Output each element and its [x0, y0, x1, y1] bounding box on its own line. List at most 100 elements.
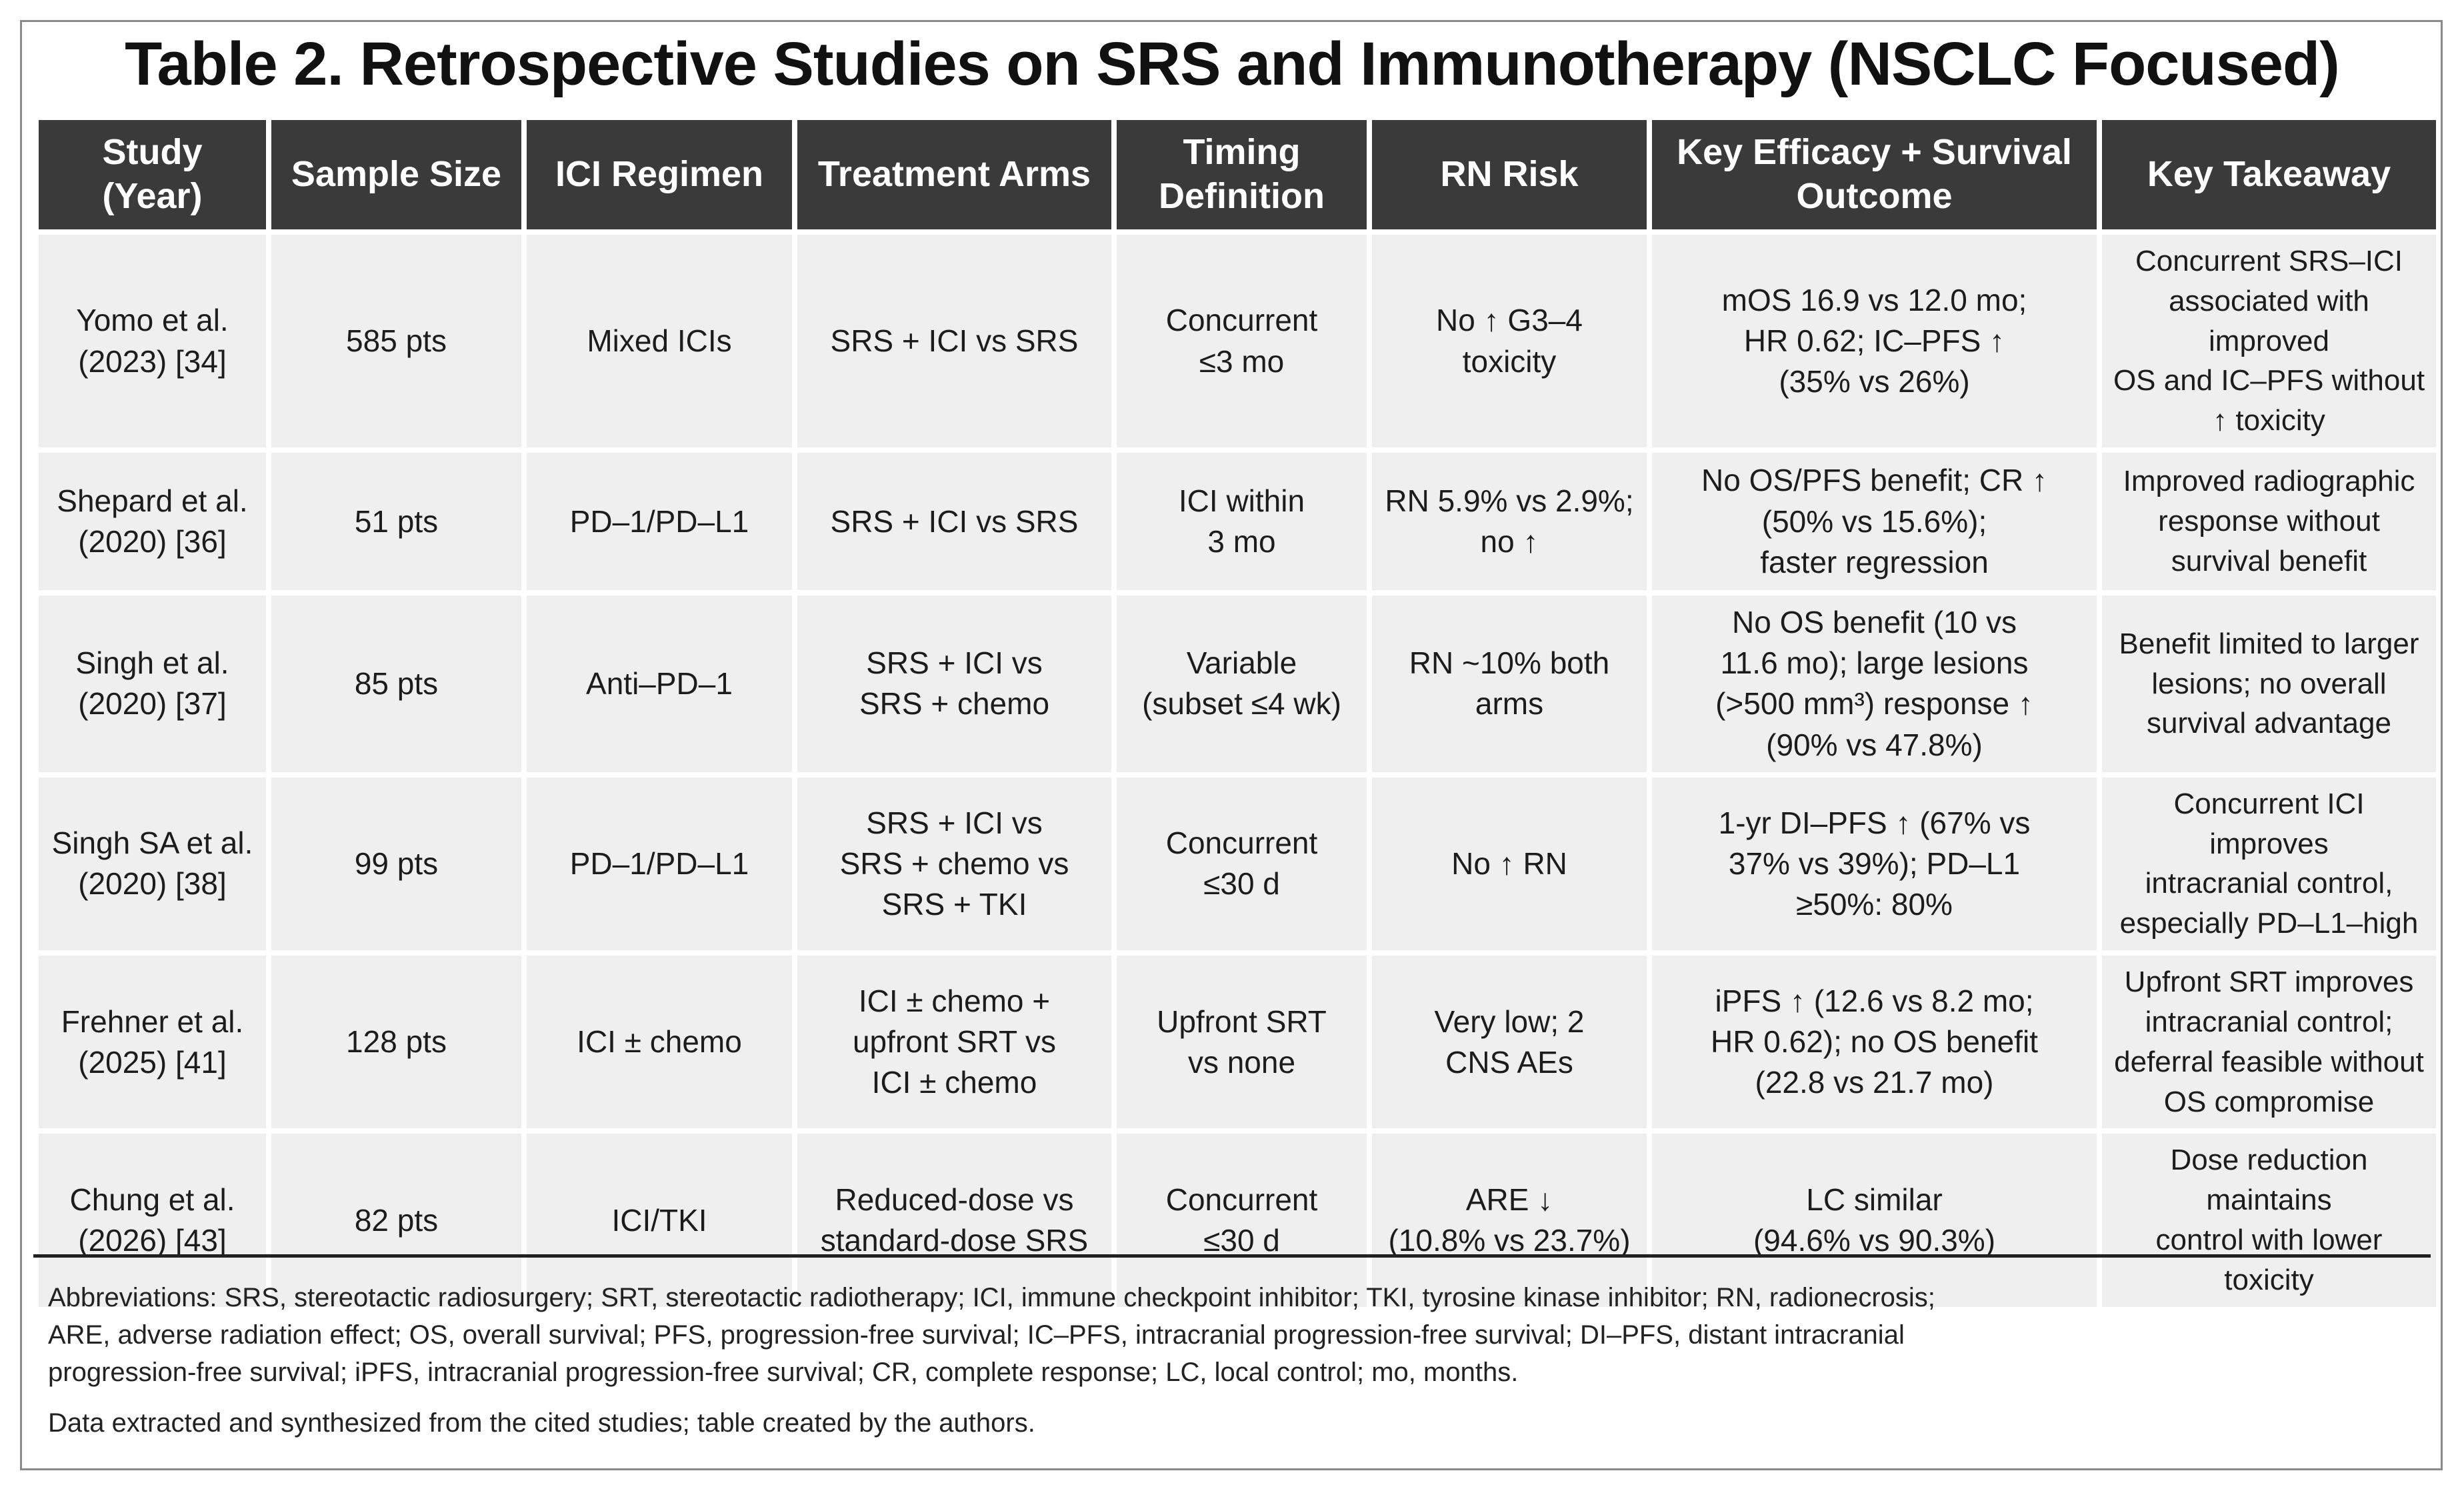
table-row: Frehner et al. (2025) [41] 128 pts ICI ± ch… [39, 956, 2436, 1129]
cell-text-line: SRS + TKI [881, 887, 1027, 922]
cell-text-line: ARE ↓ [1465, 1182, 1553, 1217]
cell-text-line: Upfront SRT [1157, 1004, 1327, 1039]
cell-text-line: (2020) [36] [78, 524, 227, 559]
cell-text-line: 1-yr DI–PFS ↑ (67% vs [1718, 805, 2031, 840]
cell-text-line: Concurrent SRS–ICI [2135, 245, 2403, 277]
cell-text-line: response without [2158, 505, 2380, 538]
cell-text-line: SRS + ICI vs [866, 805, 1043, 840]
cell-text-line: associated with improved [2169, 284, 2369, 357]
cell-text-line: Singh et al. [75, 645, 229, 681]
cell-text-line: Upfront SRT improves [2124, 966, 2414, 999]
sample-size-cell: 128 pts [271, 956, 521, 1129]
cell-text-line: HR 0.62); no OS benefit [1711, 1024, 2038, 1060]
cell-text-line: Concurrent [1165, 826, 1318, 861]
cell-text-line: SRS + ICI vs SRS [830, 503, 1079, 539]
cell-text-line: Frehner et al. [61, 1004, 244, 1039]
timing-cell: ICI within 3 mo [1117, 453, 1367, 591]
sample-size-cell: 85 pts [271, 595, 521, 772]
study-cell: Frehner et al. (2025) [41] [39, 956, 266, 1129]
cell-text-line: ≥50%: 80% [1796, 887, 1953, 922]
cell-text-line: No OS/PFS benefit; CR ↑ [1701, 463, 2047, 498]
cell-text-line: SRS + chemo vs [839, 846, 1069, 881]
study-cell: Yomo et al. (2023) [34] [39, 235, 266, 448]
sample-size-cell: 51 pts [271, 453, 521, 591]
efficacy-outcome-cell: No OS/PFS benefit; CR ↑ (50% vs 15.6%); fa… [1652, 453, 2097, 591]
efficacy-outcome-cell: iPFS ↑ (12.6 vs 8.2 mo; HR 0.62); no OS b… [1652, 956, 2097, 1129]
header-treatment-arms: Treatment Arms [797, 120, 1111, 229]
treatment-arms-cell: SRS + ICI vs SRS [797, 235, 1111, 448]
cell-text-line: iPFS ↑ (12.6 vs 8.2 mo; [1715, 984, 2034, 1019]
cell-text-line: Singh SA et al. [51, 826, 253, 861]
ici-regimen-cell: Anti–PD–1 [527, 595, 792, 772]
cell-text-line: SRS + ICI vs [866, 645, 1043, 681]
table-footnotes: Abbreviations: SRS, stereotactic radiosu… [48, 1279, 2421, 1442]
cell-text-line: Concurrent [1165, 1182, 1318, 1217]
table-row: Singh SA et al. (2020) [38] 99 pts PD–1/PD–… [39, 777, 2436, 951]
cell-text-line: (10.8% vs 23.7%) [1388, 1223, 1631, 1258]
cell-text-line: OS compromise [2163, 1085, 2375, 1118]
cell-text-line: survival advantage [2147, 707, 2391, 740]
efficacy-outcome-cell: 1-yr DI–PFS ↑ (67% vs 37% vs 39%); PD–L1 ≥… [1652, 777, 2097, 951]
cell-text-line: (35% vs 26%) [1779, 364, 1970, 399]
cell-text-line: SRS + chemo [859, 686, 1050, 721]
rn-risk-cell: No ↑ RN [1372, 777, 1647, 951]
treatment-arms-cell: Reduced-dose vs standard-dose SRS [797, 1134, 1111, 1307]
timing-cell: Upfront SRT vs none [1117, 956, 1367, 1129]
cell-text-line: No ↑ RN [1451, 846, 1567, 881]
takeaway-cell: Improved radiographic response without sur… [2102, 453, 2436, 591]
cell-text-line: 85 pts [354, 665, 439, 701]
cell-text-line: ≤30 d [1203, 1223, 1280, 1258]
cell-text-line: intracranial control, [2145, 867, 2393, 900]
cell-text-line: Variable [1186, 645, 1297, 681]
cell-text-line: ↑ toxicity [2213, 404, 2325, 437]
cell-text-line: deferral feasible without [2114, 1045, 2424, 1078]
cell-text-line: 128 pts [346, 1024, 447, 1060]
study-cell: Singh SA et al. (2020) [38] [39, 777, 266, 951]
cell-text-line: 585 pts [346, 323, 447, 358]
cell-text-line: RN 5.9% vs 2.9%; [1385, 483, 1634, 518]
takeaway-cell: Concurrent ICI improves intracranial cont… [2102, 777, 2436, 951]
cell-text-line: 37% vs 39%); PD–L1 [1728, 846, 2021, 881]
rn-risk-cell: ARE ↓ (10.8% vs 23.7%) [1372, 1134, 1647, 1307]
treatment-arms-cell: ICI ± chemo + upfront SRT vs ICI ± chemo [797, 956, 1111, 1129]
takeaway-cell: Concurrent SRS–ICI associated with improv… [2102, 235, 2436, 448]
cell-text-line: (2026) [43] [78, 1223, 227, 1258]
takeaway-cell: Upfront SRT improves intracranial control… [2102, 956, 2436, 1129]
header-timing-definition: Timing Definition [1117, 120, 1367, 229]
cell-text-line: Dose reduction maintains [2170, 1144, 2368, 1217]
sample-size-cell: 82 pts [271, 1134, 521, 1307]
timing-cell: Concurrent ≤30 d [1117, 1134, 1367, 1307]
cell-text-line: faster regression [1760, 544, 1989, 579]
cell-text-line: 99 pts [354, 846, 439, 881]
cell-text-line: Shepard et al. [57, 483, 248, 518]
cell-text-line: 51 pts [354, 503, 439, 539]
timing-cell: Concurrent ≤3 mo [1117, 235, 1367, 448]
cell-text-line: ICI within [1178, 483, 1305, 518]
rn-risk-cell: Very low; 2 CNS AEs [1372, 956, 1647, 1129]
header-sample-size: Sample Size [271, 120, 521, 229]
cell-text-line: ICI ± chemo [871, 1065, 1037, 1100]
cell-text-line: (subset ≤4 wk) [1142, 686, 1341, 721]
cell-text-line: (2020) [37] [78, 686, 227, 721]
cell-text-line: lesions; no overall [2151, 667, 2387, 700]
cell-text-line: 11.6 mo); large lesions [1720, 645, 2029, 681]
timing-cell: Variable (subset ≤4 wk) [1117, 595, 1367, 772]
study-cell: Shepard et al. (2020) [36] [39, 453, 266, 591]
cell-text-line: CNS AEs [1445, 1044, 1573, 1080]
cell-text-line: (2023) [34] [78, 343, 227, 379]
cell-text-line: (94.6% vs 90.3%) [1753, 1223, 1996, 1258]
cell-text-line: RN ~10% both [1409, 645, 1610, 681]
cell-text-line: PD–1/PD–L1 [569, 503, 749, 539]
ici-regimen-cell: PD–1/PD–L1 [527, 777, 792, 951]
cell-text-line: (50% vs 15.6%); [1761, 503, 1987, 539]
cell-text-line: Yomo et al. [76, 303, 229, 338]
sample-size-cell: 99 pts [271, 777, 521, 951]
takeaway-cell: Benefit limited to larger lesions; no ove… [2102, 595, 2436, 772]
cell-text-line: toxicity [1462, 343, 1557, 379]
cell-text-line: Anti–PD–1 [586, 665, 733, 701]
cell-text-line: especially PD–L1–high [2119, 907, 2419, 940]
cell-text-line: HR 0.62; IC–PFS ↑ [1743, 323, 2005, 358]
table-row: Shepard et al. (2020) [36] 51 pts PD–1/PD–L… [39, 453, 2436, 591]
cell-text-line: 82 pts [354, 1202, 439, 1238]
header-row: Study (Year) Sample Size ICI Regimen Tre… [39, 120, 2436, 229]
